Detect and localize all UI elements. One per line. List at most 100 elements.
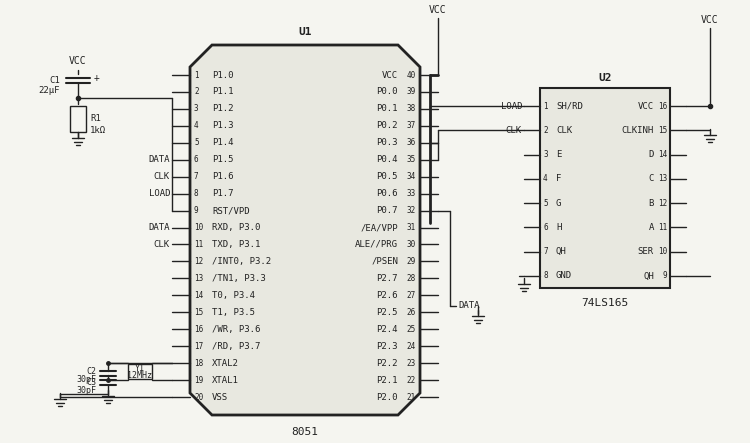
Text: LOAD: LOAD: [148, 189, 170, 198]
Text: P2.7: P2.7: [376, 274, 398, 283]
Text: U2: U2: [598, 73, 612, 83]
Text: 30pF: 30pF: [76, 385, 96, 395]
Text: P0.3: P0.3: [376, 138, 398, 147]
Text: P2.4: P2.4: [376, 325, 398, 334]
Text: P0.7: P0.7: [376, 206, 398, 215]
Text: VCC: VCC: [701, 15, 718, 25]
Text: P0.6: P0.6: [376, 189, 398, 198]
Text: CLK: CLK: [556, 126, 572, 135]
Text: 8: 8: [543, 272, 548, 280]
Text: 10: 10: [658, 247, 667, 256]
Text: 30pF: 30pF: [76, 375, 96, 384]
Polygon shape: [190, 45, 420, 415]
Text: 23: 23: [406, 358, 416, 368]
Text: ALE//PRG: ALE//PRG: [355, 240, 398, 249]
Text: 26: 26: [406, 308, 416, 317]
Text: D: D: [649, 150, 654, 159]
Text: U1: U1: [298, 27, 312, 37]
Text: VCC: VCC: [429, 5, 447, 15]
Text: 33: 33: [406, 189, 416, 198]
Text: 15: 15: [194, 308, 203, 317]
Text: TXD, P3.1: TXD, P3.1: [212, 240, 260, 249]
Text: 37: 37: [406, 121, 416, 130]
Text: VCC: VCC: [638, 101, 654, 110]
Text: /WR, P3.6: /WR, P3.6: [212, 325, 260, 334]
Text: DATA: DATA: [148, 155, 170, 164]
Text: 13: 13: [194, 274, 203, 283]
Text: 8051: 8051: [292, 427, 319, 437]
Text: 2: 2: [543, 126, 548, 135]
Text: 12: 12: [658, 198, 667, 208]
Text: 34: 34: [406, 172, 416, 181]
Text: 40: 40: [406, 70, 416, 79]
Text: CLK: CLK: [154, 240, 170, 249]
Text: 12MHz: 12MHz: [128, 371, 152, 380]
Text: 5: 5: [194, 138, 199, 147]
Text: T0, P3.4: T0, P3.4: [212, 291, 255, 300]
Text: 38: 38: [406, 105, 416, 113]
Text: /INT0, P3.2: /INT0, P3.2: [212, 257, 272, 266]
Text: 74LS165: 74LS165: [581, 298, 628, 308]
Text: 17: 17: [194, 342, 203, 351]
Text: F: F: [556, 175, 561, 183]
Text: 39: 39: [406, 87, 416, 97]
Text: CLK: CLK: [506, 126, 522, 135]
Text: 3: 3: [543, 150, 548, 159]
Bar: [540, 88, 670, 288]
Text: 11: 11: [658, 223, 667, 232]
Text: 31: 31: [406, 223, 416, 232]
Text: LOAD: LOAD: [500, 101, 522, 110]
Text: P1.1: P1.1: [212, 87, 233, 97]
Text: 22: 22: [406, 376, 416, 385]
Text: VCC: VCC: [69, 56, 87, 66]
Text: C3: C3: [86, 377, 96, 387]
Text: /TN1, P3.3: /TN1, P3.3: [212, 274, 266, 283]
Text: DATA: DATA: [458, 302, 479, 311]
Text: P2.5: P2.5: [376, 308, 398, 317]
Text: 7: 7: [194, 172, 199, 181]
Text: 6: 6: [194, 155, 199, 164]
Text: P0.1: P0.1: [376, 105, 398, 113]
Text: RST/VPD: RST/VPD: [212, 206, 250, 215]
Text: VSS: VSS: [212, 392, 228, 401]
Text: C: C: [649, 175, 654, 183]
Text: P1.7: P1.7: [212, 189, 233, 198]
Text: P2.2: P2.2: [376, 358, 398, 368]
Text: XTAL2: XTAL2: [212, 358, 238, 368]
Text: E: E: [556, 150, 561, 159]
Text: 19: 19: [194, 376, 203, 385]
Text: P1.6: P1.6: [212, 172, 233, 181]
Text: 14: 14: [194, 291, 203, 300]
Text: 9: 9: [662, 272, 667, 280]
Text: 9: 9: [194, 206, 199, 215]
Text: 7: 7: [543, 247, 548, 256]
Text: P2.0: P2.0: [376, 392, 398, 401]
Text: P1.4: P1.4: [212, 138, 233, 147]
Text: 10: 10: [194, 223, 203, 232]
Text: CLK: CLK: [154, 172, 170, 181]
Text: P2.1: P2.1: [376, 376, 398, 385]
Text: GND: GND: [556, 272, 572, 280]
Text: 5: 5: [543, 198, 548, 208]
Text: VCC: VCC: [382, 70, 398, 79]
Text: 30: 30: [406, 240, 416, 249]
Text: CLKINH: CLKINH: [622, 126, 654, 135]
Text: 6: 6: [543, 223, 548, 232]
Text: P1.0: P1.0: [212, 70, 233, 79]
Text: P1.3: P1.3: [212, 121, 233, 130]
Text: 12: 12: [194, 257, 203, 266]
Text: 15: 15: [658, 126, 667, 135]
Text: P0.2: P0.2: [376, 121, 398, 130]
Text: 28: 28: [406, 274, 416, 283]
Text: RXD, P3.0: RXD, P3.0: [212, 223, 260, 232]
Text: 4: 4: [543, 175, 548, 183]
Text: C2: C2: [86, 367, 96, 376]
Text: R1: R1: [90, 113, 101, 123]
Text: 1kΩ: 1kΩ: [90, 125, 106, 135]
Text: QH: QH: [644, 272, 654, 280]
Text: /PSEN: /PSEN: [371, 257, 398, 266]
Text: P0.5: P0.5: [376, 172, 398, 181]
Text: P2.6: P2.6: [376, 291, 398, 300]
Text: 27: 27: [406, 291, 416, 300]
Text: QH: QH: [556, 247, 567, 256]
